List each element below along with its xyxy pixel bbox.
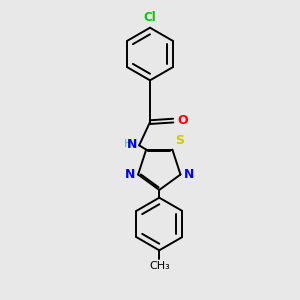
Text: Cl: Cl [144,11,156,24]
Text: O: O [177,114,188,127]
Text: N: N [124,168,135,181]
Text: N: N [184,168,194,181]
Text: N: N [127,138,138,151]
Text: CH₃: CH₃ [149,260,170,271]
Text: S: S [176,134,184,146]
Text: H: H [124,139,132,149]
